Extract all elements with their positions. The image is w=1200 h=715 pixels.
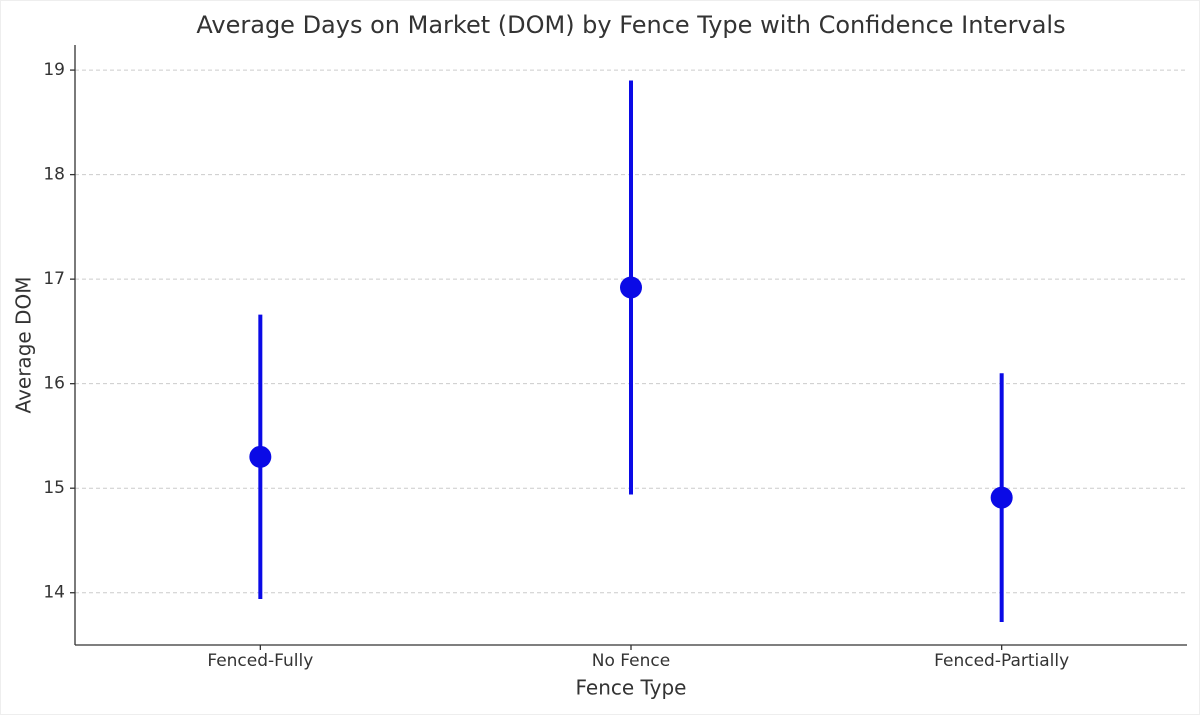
point xyxy=(990,486,1013,509)
chart-title: Average Days on Market (DOM) by Fence Ty… xyxy=(196,11,1065,39)
y-tick-label: 19 xyxy=(43,60,65,80)
point xyxy=(620,276,642,299)
x-tick-label: Fenced-Partially xyxy=(934,651,1069,671)
y-tick-label: 14 xyxy=(43,583,65,603)
y-tick-label: 18 xyxy=(43,165,65,185)
x-tick-label: Fenced-Fully xyxy=(207,651,313,671)
x-axis-label: Fence Type xyxy=(576,676,687,700)
y-tick-label: 15 xyxy=(43,478,65,498)
y-axis-label: Average DOM xyxy=(12,277,36,414)
x-tick-label: No Fence xyxy=(592,651,670,671)
point xyxy=(249,445,272,468)
y-tick-label: 17 xyxy=(43,269,65,289)
y-tick-label: 16 xyxy=(43,374,65,394)
